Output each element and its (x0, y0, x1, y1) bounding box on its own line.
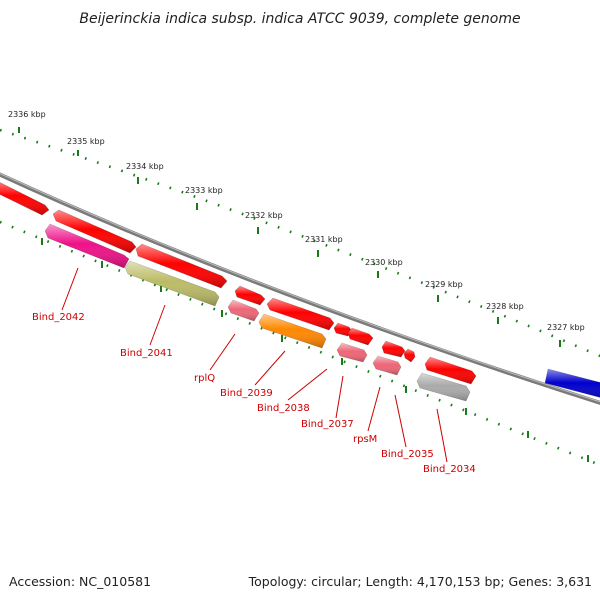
map-title: Beijerinckia indica subsp. indica ATCC 9… (79, 11, 520, 27)
scale-ticks-inner (41, 238, 589, 462)
gene-arrow-shading (373, 356, 401, 375)
gene-arrow-shading (348, 328, 373, 345)
kbp-label-2330: 2330 kbp (365, 258, 403, 267)
gene-arrow-shading (382, 341, 405, 357)
gene-arrow-shading (45, 224, 129, 268)
gene-arrow-shading (267, 298, 334, 330)
gene-arrow-shading (425, 357, 476, 384)
kbp-label-2327: 2327 kbp (547, 323, 585, 332)
genome-backbone (0, 172, 600, 405)
gene-arrow-shading (136, 244, 227, 288)
kbp-label-2335: 2335 kbp (67, 137, 105, 146)
kbp-label-2332: 2332 kbp (245, 211, 283, 220)
scale-track-inner (0, 220, 600, 467)
kbp-label-2333: 2333 kbp (185, 186, 223, 195)
gene-features (0, 182, 600, 402)
gene-label-bind-2037[interactable]: Bind_2037 (301, 419, 354, 430)
gene-label-bind-2042[interactable]: Bind_2042 (32, 312, 85, 323)
gene-arrow-shading (545, 369, 600, 398)
genome-backbone-highlight (0, 173, 600, 403)
gene-label-bind-2038[interactable]: Bind_2038 (257, 403, 310, 414)
scale-ticks-outer (18, 127, 561, 347)
gene-arrow-shading (228, 300, 259, 321)
gene-label-rplq[interactable]: rplQ (194, 373, 215, 384)
gene-arrow-shading (0, 182, 49, 215)
gene-arrow-shading (53, 210, 136, 253)
gene-label-bind-2034[interactable]: Bind_2034 (423, 464, 476, 475)
gene-label-bind-2039[interactable]: Bind_2039 (220, 388, 273, 399)
gene-label-leaders (61, 267, 448, 463)
kbp-label-2334: 2334 kbp (126, 162, 164, 171)
gene-label-bind-2041[interactable]: Bind_2041 (120, 348, 173, 359)
gene-arrow-shading (259, 314, 326, 348)
gene-label-bind-2035[interactable]: Bind_2035 (381, 449, 434, 460)
gene-arrow-shading (417, 373, 470, 401)
gene-arrow-shading (337, 343, 367, 362)
gene-label-rpsm[interactable]: rpsM (353, 434, 377, 445)
topology-text: Topology: circular; Length: 4,170,153 bp… (248, 574, 592, 589)
gene-arrow-shading (235, 286, 265, 305)
kbp-label-2328: 2328 kbp (486, 302, 524, 311)
gene-arrow-shading (125, 261, 219, 306)
gene-arrow-shading (404, 349, 415, 362)
kbp-label-2331: 2331 kbp (305, 235, 343, 244)
kbp-label-2329: 2329 kbp (425, 280, 463, 289)
kbp-label-2336: 2336 kbp (8, 110, 46, 119)
gene-arrow-shading (334, 323, 352, 336)
accession-text: Accession: NC_010581 (9, 574, 152, 589)
